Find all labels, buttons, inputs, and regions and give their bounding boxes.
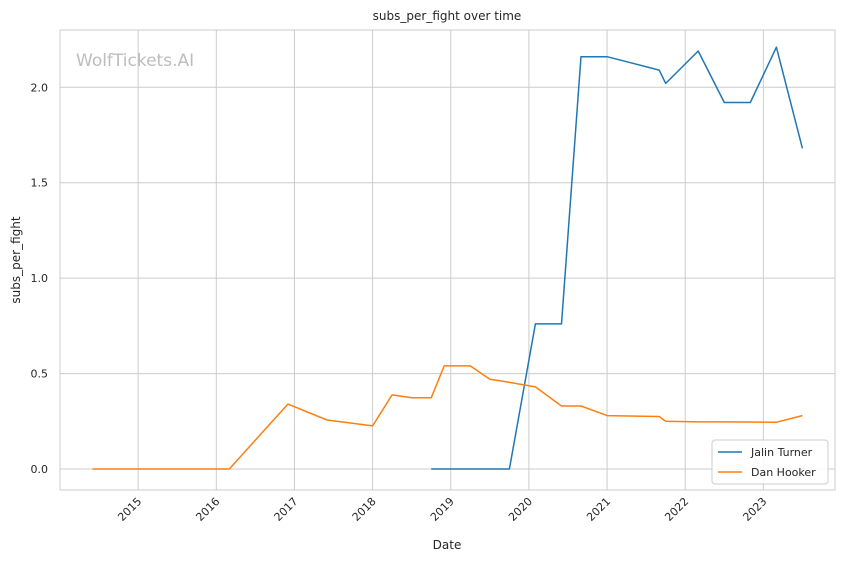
x-tick-label: 2018 (350, 495, 379, 524)
y-tick-label: 1.0 (31, 272, 49, 285)
legend: Jalin Turner Dan Hooker (711, 439, 829, 485)
x-tick-label: 2019 (428, 495, 457, 524)
x-tick-label: 2016 (193, 495, 222, 524)
series-line-dan-hooker (92, 365, 803, 470)
x-tick-label: 2020 (506, 495, 535, 524)
chart-title: subs_per_fight over time (373, 9, 522, 23)
watermark: WolfTickets.AI (76, 51, 194, 71)
y-tick-label: 2.0 (31, 81, 49, 94)
y-axis-label: subs_per_fight (9, 216, 23, 303)
x-tick-label: 2015 (115, 495, 144, 524)
x-tick-label: 2021 (584, 495, 613, 524)
legend-label: Jalin Turner (750, 446, 813, 459)
y-tick-label: 1.5 (31, 177, 49, 190)
x-tick-label: 2023 (740, 495, 769, 524)
y-tick-label: 0.0 (31, 463, 49, 476)
x-tick-label: 2022 (662, 495, 691, 524)
series-line-jalin-turner (431, 46, 804, 470)
x-axis-label: Date (433, 538, 462, 552)
legend-label: Dan Hooker (751, 466, 816, 479)
y-tick-label: 0.5 (31, 368, 49, 381)
x-tick-label: 2017 (272, 495, 301, 524)
plot-area (59, 29, 836, 491)
